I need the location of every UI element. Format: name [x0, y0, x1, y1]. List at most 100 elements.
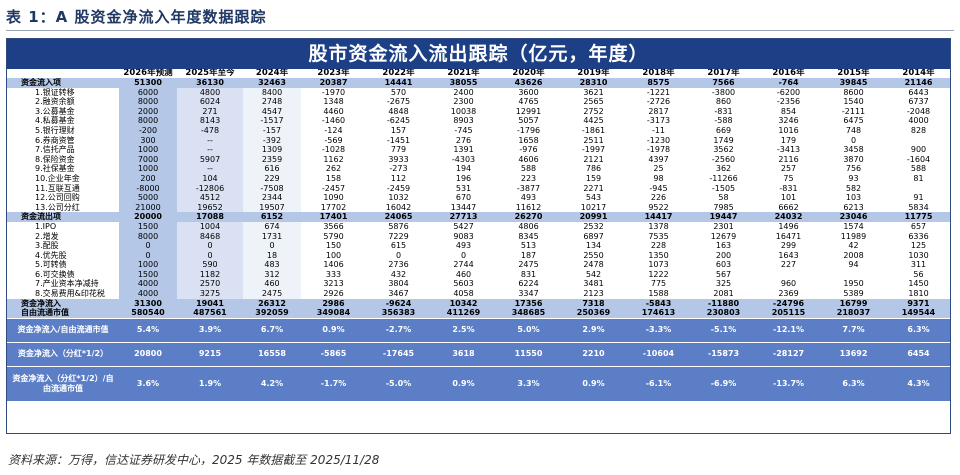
table-row: 4.优先股 0 0 18 100 0 0 187 2550 1350 200 1643 2008 1030 [7, 250, 950, 261]
table-cell: 1450 [908, 279, 929, 289]
table-cell: 3246 [778, 116, 799, 126]
table-cell: 311 [910, 260, 927, 270]
table-cell: 24065 [366, 212, 431, 222]
table-cell: 20991 [561, 212, 626, 222]
table-cell: 3618 [431, 341, 496, 367]
table-cell: 26270 [496, 212, 561, 222]
table-cell: 1000 [119, 145, 177, 155]
table-cell: 6897 [583, 231, 604, 241]
row-label: 4.私募基金 [35, 116, 75, 126]
table-row: 2.增发 8000 8468 1731 5790 7229 9083 8345 6897 7535… [7, 231, 950, 242]
summary-row: 资金净流入/自由流通市值 5.4% 3.9% 6.7% 0.9% -2.7% 2.5% 5.0… [7, 317, 950, 343]
table-cell: 38055 [431, 78, 496, 88]
table-cell: 299 [780, 241, 797, 251]
table-cell: 10342 [431, 298, 496, 309]
table-cell: 5389 [843, 289, 864, 299]
table-cell: 6024 [177, 97, 243, 107]
table-cell: 1658 [518, 135, 539, 145]
table-cell: 21146 [886, 78, 950, 88]
column-header-year: 2017年 [707, 69, 740, 78]
table-cell: 1950 [843, 279, 864, 289]
table-cell: 4.3% [886, 365, 950, 401]
table-cell: 2817 [648, 106, 669, 116]
table-cell: 11612 [515, 202, 542, 212]
table-cell: 460 [455, 269, 472, 279]
table-cell: 31300 [119, 298, 177, 309]
row-label: 7.信托产品 [35, 145, 75, 155]
table-cell: 157 [390, 125, 407, 135]
table-cell: 775 [650, 279, 667, 289]
table-row: 8.保险资金 7000 5907 2359 1162 3933 -4303 4606 2121 4… [7, 154, 950, 165]
table-cell: -3.3% [626, 317, 691, 343]
table-row: 5.银行理财 -200 -478 -157 -124 157 -745 -1796 -1861 -… [7, 125, 950, 136]
table-cell: -124 [324, 125, 343, 135]
column-header-year: 2021年 [447, 69, 480, 78]
table-cell: 42 [848, 241, 859, 251]
table-cell: 4000 [908, 116, 929, 126]
table-cell: 513 [520, 241, 537, 251]
table-cell: 13692 [821, 341, 886, 367]
table-cell: 6213 [843, 202, 864, 212]
table-row: 6.券商资管 300 -- -392 -569 -1451 276 1658 2511 -1230… [7, 135, 950, 146]
table-cell: 230803 [691, 308, 756, 319]
column-header-year: 2023年 [317, 69, 350, 78]
table-cell: 6.3% [886, 317, 950, 343]
table-cell: 7566 [691, 78, 756, 88]
row-label: 10.企业年金 [35, 173, 80, 183]
table-cell: 250369 [561, 308, 626, 319]
table-cell: -11 [651, 125, 666, 135]
table-cell: 657 [910, 221, 927, 231]
table-cell: -5865 [301, 341, 366, 367]
table-cell: -2675 [386, 97, 411, 107]
table-cell: -3173 [646, 116, 671, 126]
table-cell: 134 [585, 241, 602, 251]
table-cell: -1230 [646, 135, 671, 145]
table-cell: 2736 [388, 260, 409, 270]
table-cell: -1604 [906, 154, 931, 164]
table-cell: 1496 [778, 221, 799, 231]
table-cell: 200 [715, 250, 732, 260]
table-cell: 5057 [518, 116, 539, 126]
table-cell: 2511 [583, 135, 604, 145]
table-row: 6.可交换债 1500 1182 312 333 432 460 831 542 1222 567 5… [7, 269, 950, 280]
table-cell: 16558 [243, 341, 301, 367]
table-cell: 93 [848, 173, 859, 183]
table-row: 13.公司分红 21000 19652 19507 17702 16042 13447 116… [7, 202, 950, 213]
table-cell: -17645 [366, 341, 431, 367]
table-cell: 9083 [453, 231, 474, 241]
table-cell: 2570 [177, 279, 243, 290]
table-cell: 5907 [177, 154, 243, 165]
table-cell: -1451 [386, 135, 411, 145]
table-cell: 5.4% [119, 317, 177, 343]
table-cell: -8000 [119, 183, 177, 194]
table-cell: -1978 [646, 145, 671, 155]
table-cell: -2048 [906, 106, 931, 116]
row-label: 2.融资余额 [35, 97, 75, 107]
table-cell: 570 [390, 87, 407, 97]
table-cell: 7318 [561, 298, 626, 309]
table-cell: 300 [119, 135, 177, 146]
table-cell: 2475 [243, 289, 301, 299]
table-cell: 582 [845, 183, 862, 193]
table-cell: 333 [325, 269, 342, 279]
table-cell: -6.1% [626, 365, 691, 401]
table-cell: -12806 [177, 183, 243, 194]
table-cell: 4397 [648, 154, 669, 164]
table-cell: 150 [325, 241, 342, 251]
table-cell: 2748 [243, 97, 301, 107]
row-label: 4.优先股 [35, 250, 67, 260]
table-cell: 1030 [908, 250, 929, 260]
table-cell: -478 [177, 125, 243, 136]
table-cell: 11775 [886, 212, 950, 222]
table-cell: 1348 [323, 97, 344, 107]
page-title: 表 1：A 股资金净流入年度数据跟踪 [6, 8, 267, 26]
table-cell: -2111 [841, 106, 866, 116]
table-cell: 4800 [177, 87, 243, 98]
table-cell: 6454 [886, 341, 950, 367]
table-cell: -1460 [321, 116, 346, 126]
table-cell: 348685 [496, 308, 561, 319]
table-cell: 10038 [450, 106, 477, 116]
table-cell: 1378 [648, 221, 669, 231]
table-cell: 0.9% [301, 317, 366, 343]
table-cell: 3933 [388, 154, 409, 164]
